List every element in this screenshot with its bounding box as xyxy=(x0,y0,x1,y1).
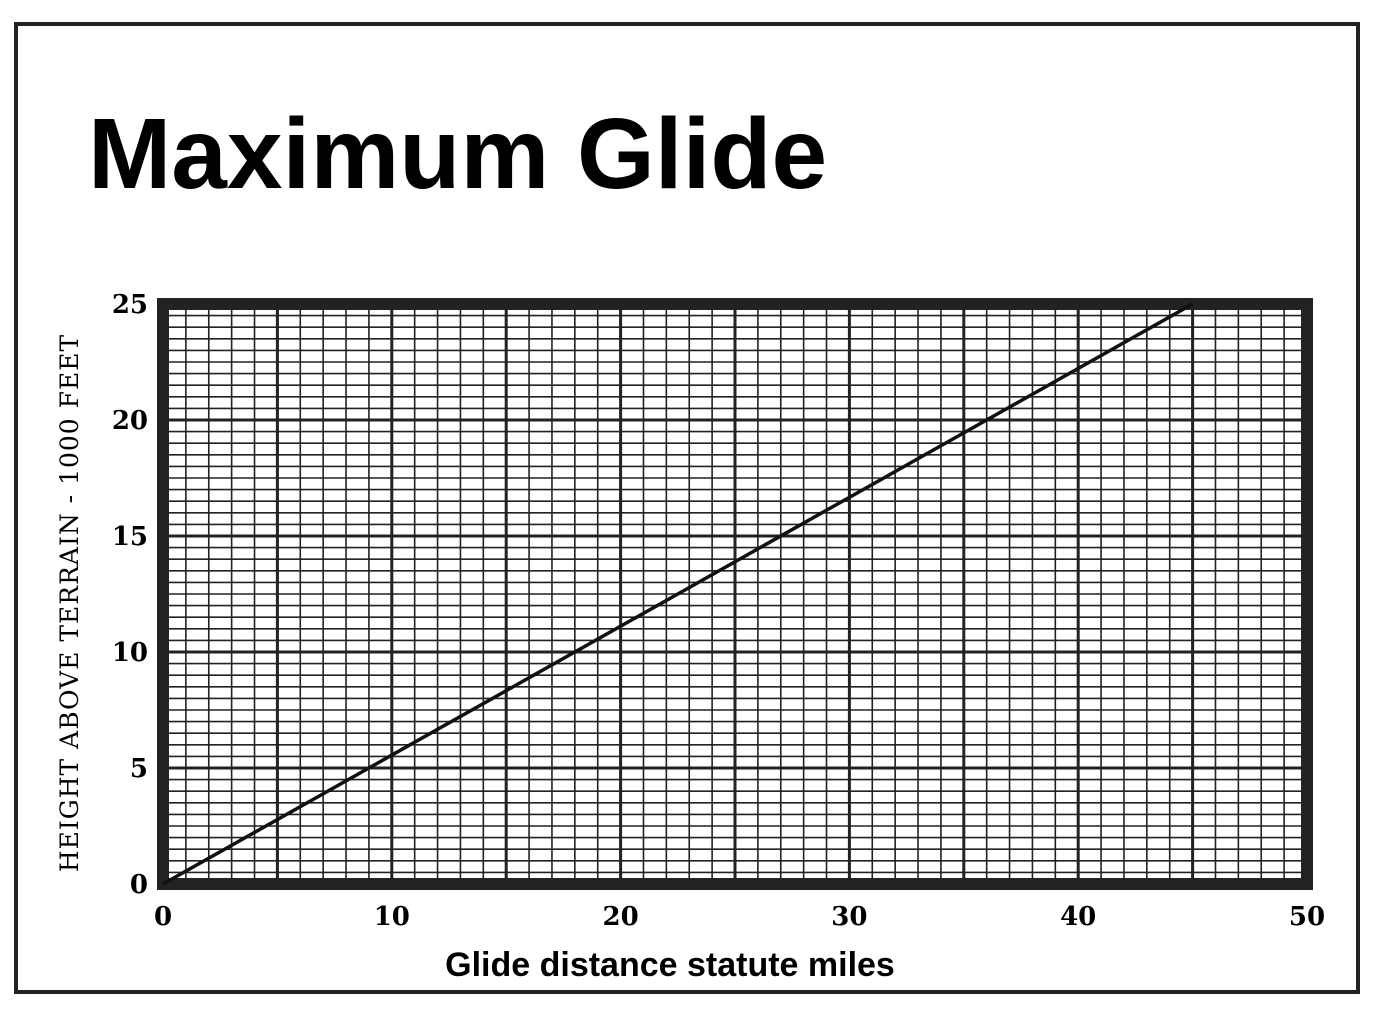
y-tick-label: 15 xyxy=(112,522,148,552)
y-tick-label: 0 xyxy=(130,870,148,900)
x-tick-label: 20 xyxy=(603,902,639,932)
x-tick-label: 10 xyxy=(374,902,410,932)
x-tick-label: 0 xyxy=(154,902,172,932)
y-tick-label: 20 xyxy=(112,406,148,436)
x-tick-label: 30 xyxy=(831,902,867,932)
glide-line xyxy=(162,302,1194,886)
x-tick-label: 40 xyxy=(1060,902,1096,932)
plot-border xyxy=(157,298,1313,890)
chart-grid xyxy=(163,304,1307,884)
y-axis-label: HEIGHT ABOVE TERRAIN - 1000 FEET xyxy=(55,334,84,872)
y-tick-label: 10 xyxy=(112,638,148,668)
chart-title: Maximum Glide xyxy=(88,98,827,210)
y-tick-labels: 0 5 10 15 20 25 xyxy=(112,290,148,900)
chart-frame xyxy=(14,22,1360,994)
x-tick-labels: 0 10 20 30 40 50 xyxy=(154,902,1325,932)
x-axis-label: Glide distance statute miles xyxy=(445,946,895,984)
y-tick-label: 5 xyxy=(130,754,148,784)
x-tick-label: 50 xyxy=(1289,902,1325,932)
series-group xyxy=(162,302,1194,886)
y-tick-label: 25 xyxy=(112,290,148,320)
